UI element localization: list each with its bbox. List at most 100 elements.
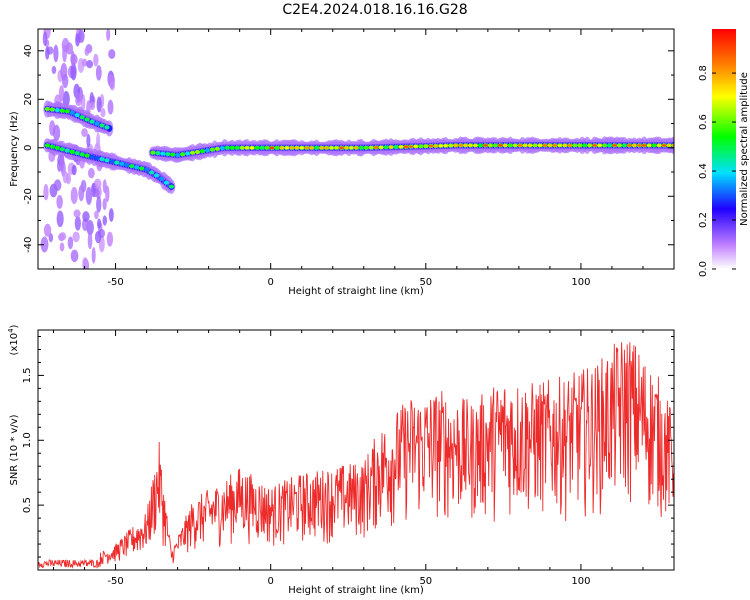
noise-blob bbox=[93, 178, 102, 190]
spectrogram-x-tick-label: 100 bbox=[571, 277, 590, 288]
ridge-core bbox=[264, 145, 270, 150]
noise-blob bbox=[93, 53, 99, 67]
ridge-peak bbox=[413, 145, 419, 148]
ridge-core bbox=[148, 170, 155, 175]
snr-frame bbox=[37, 329, 675, 571]
ridge-peak bbox=[408, 145, 414, 148]
ridge-core bbox=[59, 108, 65, 113]
ridge-core bbox=[84, 117, 90, 122]
noise-blob bbox=[70, 50, 75, 67]
noise-blob bbox=[59, 242, 65, 252]
noise-blob bbox=[82, 211, 90, 222]
spectrogram-x-tick-label: 0 bbox=[267, 277, 273, 288]
noise-blob bbox=[89, 101, 96, 111]
ridge-peak bbox=[309, 146, 314, 150]
ridge-peak bbox=[304, 146, 309, 150]
noise-blob bbox=[53, 179, 62, 191]
ridge-peak bbox=[552, 144, 558, 147]
snr-series-line bbox=[38, 342, 674, 569]
spectrogram-frame bbox=[37, 28, 675, 270]
ridge-peak bbox=[448, 144, 453, 147]
ridge-core bbox=[224, 145, 230, 150]
snr-y-ticks: 0.5 1.0 1.5 bbox=[22, 335, 674, 558]
snr-y-tick-label: 1.0 bbox=[22, 432, 33, 448]
noise-blob bbox=[91, 182, 96, 198]
noise-blob bbox=[106, 231, 114, 247]
ridge-core bbox=[358, 145, 364, 150]
ridge-peak bbox=[443, 144, 448, 147]
noise-blob bbox=[73, 209, 81, 218]
ridge-core bbox=[601, 143, 608, 148]
ridge-core bbox=[363, 145, 369, 150]
noise-blob bbox=[40, 236, 49, 253]
snr-y-unit: (x104) bbox=[7, 324, 20, 355]
ridge-peak bbox=[349, 146, 354, 150]
ridge-core bbox=[383, 145, 389, 150]
ridge-peak bbox=[373, 146, 379, 149]
spectrogram-panel: -50 0 50 100 -40 -20 0 20 40 Height of straight… bbox=[9, 28, 675, 297]
noise-blob bbox=[82, 257, 88, 269]
ridge-core bbox=[150, 150, 156, 155]
noise-blob bbox=[45, 46, 50, 60]
ridge-core bbox=[393, 144, 399, 149]
ridge-peak bbox=[319, 146, 324, 150]
noise-blob bbox=[97, 218, 102, 229]
ridge-peak bbox=[279, 146, 285, 150]
noise-blob bbox=[106, 29, 111, 41]
ridge-core bbox=[59, 147, 65, 152]
ridge-peak bbox=[661, 144, 667, 147]
page-title: C2E4.2024.018.16.16.G28 bbox=[282, 2, 468, 18]
ridge-peak bbox=[190, 151, 195, 155]
noise-blob bbox=[81, 128, 88, 137]
ridge-core bbox=[163, 180, 170, 185]
noise-blob bbox=[70, 249, 79, 263]
ridge-core bbox=[79, 152, 85, 157]
ridge-peak bbox=[354, 146, 359, 150]
spectrogram-x-tick-label: -50 bbox=[107, 277, 123, 288]
colorbar-tick-label: 0.4 bbox=[698, 163, 709, 179]
ridge-core bbox=[160, 151, 166, 156]
ridge-core bbox=[139, 166, 145, 171]
ridge-core bbox=[64, 109, 70, 114]
noise-blob bbox=[96, 196, 102, 213]
noise-blob bbox=[74, 215, 81, 231]
spectrogram-y-label: Frequency (Hz) bbox=[9, 111, 20, 187]
ridge-core bbox=[492, 143, 498, 148]
ridge-core bbox=[99, 123, 105, 128]
snr-x-tick-label: -50 bbox=[107, 576, 123, 587]
ridge-peak bbox=[403, 145, 409, 148]
ridge-peak bbox=[567, 144, 572, 147]
spectrogram-y-ticks: -40 -20 0 20 40 bbox=[23, 44, 674, 270]
snr-x-tick-label: 100 bbox=[571, 576, 590, 587]
ridge-core bbox=[155, 151, 161, 156]
colorbar-tick-label: 0.8 bbox=[698, 65, 709, 81]
ridge-core bbox=[64, 148, 70, 153]
ridge-peak bbox=[468, 144, 473, 147]
noise-blob bbox=[62, 44, 68, 63]
ridge-core bbox=[79, 115, 85, 120]
noise-blob bbox=[67, 236, 74, 250]
snr-y-tick-label: 0.5 bbox=[22, 497, 33, 513]
ridge-core bbox=[49, 144, 55, 149]
ridge-peak bbox=[557, 144, 563, 147]
ridge-core bbox=[143, 167, 150, 172]
ridge-peak bbox=[473, 144, 478, 147]
snr-y-unit-exponent: 4 bbox=[7, 328, 15, 333]
ridge-peak bbox=[483, 144, 488, 147]
svg-text:(x104): (x104) bbox=[7, 324, 20, 355]
ridge-core bbox=[69, 110, 75, 115]
spectrogram-x-ticks: -50 0 50 100 bbox=[53, 29, 675, 288]
ridge-core bbox=[219, 146, 225, 151]
ridge-peak bbox=[592, 144, 597, 147]
ridge-peak bbox=[378, 146, 384, 149]
ridge-peak bbox=[656, 144, 662, 147]
spectrogram-heatmap bbox=[40, 29, 674, 269]
noise-blob bbox=[105, 185, 110, 203]
ridge-core bbox=[129, 164, 135, 169]
colorbar-tick-label: 0.0 bbox=[698, 261, 709, 277]
ridge-peak bbox=[503, 144, 508, 147]
ridge-peak bbox=[537, 144, 543, 147]
ridge-peak bbox=[369, 146, 374, 149]
ridge-core bbox=[170, 152, 176, 157]
